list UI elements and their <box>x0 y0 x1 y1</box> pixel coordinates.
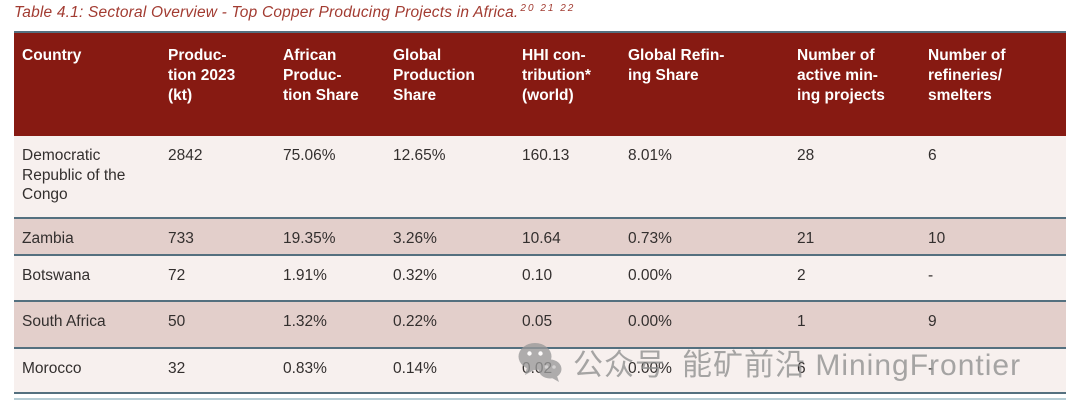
value-cell: 0.00% <box>620 347 789 393</box>
value-cell: 21 <box>789 217 920 255</box>
column-header-5: HHI con- tribution* (world) <box>514 32 620 136</box>
value-cell: 50 <box>160 300 275 348</box>
value-cell: 0.00% <box>620 254 789 301</box>
column-header-8: Number of refineries/ smelters <box>920 32 1066 136</box>
column-header-6: Global Refin- ing Share <box>620 32 789 136</box>
table-row-1: Democratic Republic of the Congo 2842 75.0… <box>14 136 1066 218</box>
value-cell: 9 <box>920 300 1066 348</box>
table-caption-text: Table 4.1: Sectoral Overview - Top Coppe… <box>14 4 519 22</box>
value-cell: 3.26% <box>385 217 514 255</box>
copper-table-container: Country Produc- tion 2023 (kt) African Pro… <box>14 31 1066 394</box>
value-cell: 6 <box>789 347 920 393</box>
value-cell: 733 <box>160 217 275 255</box>
value-cell: 8.01% <box>628 147 672 164</box>
value-cell: 0.22% <box>385 300 514 348</box>
value-cell: 28 <box>797 147 815 164</box>
value-cell: 10 <box>920 217 1066 255</box>
value-cell: 6 <box>928 147 937 164</box>
value-cell: 160.13 <box>522 147 570 164</box>
value-cell: 0.14% <box>385 347 514 393</box>
table-bottom-accent-line <box>14 398 1066 400</box>
value-cell: 0.10 <box>514 254 620 301</box>
footnote-markers: 20 21 22 <box>520 3 576 14</box>
column-header-4: Global Production Share <box>385 32 514 136</box>
country-cell: Zambia <box>14 217 160 255</box>
country-cell: Botswana <box>14 254 160 301</box>
value-cell: 32 <box>160 347 275 393</box>
column-header-7: Number of active min- ing projects <box>789 32 920 136</box>
table-header-row: Country Produc- tion 2023 (kt) African Pro… <box>14 32 1066 136</box>
value-cell: 1.91% <box>275 254 385 301</box>
value-cell: 0.32% <box>385 254 514 301</box>
table-row-5: Morocco 32 0.83% 0.14% 0.02 0.00% 6- <box>14 347 1066 393</box>
table-row-4: South Africa 50 1.32% 0.22% 0.05 0.00% 1 9 <box>14 300 1066 348</box>
country-cell: Democratic Republic of the Congo <box>22 147 126 203</box>
value-cell: 0.05 <box>514 300 620 348</box>
value-cell: 1 <box>789 300 920 348</box>
value-cell: - <box>920 254 1066 301</box>
value-cell: 0.00% <box>620 300 789 348</box>
value-cell: 1.32% <box>275 300 385 348</box>
table-row-3: Botswana 72 1.91% 0.32% 0.10 0.00% 2- <box>14 254 1066 301</box>
value-cell: 72 <box>160 254 275 301</box>
value-cell: 0.02 <box>514 347 620 393</box>
table-row-2: Zambia 733 19.35% 3.26% 10.64 0.73% 21 10 <box>14 217 1066 255</box>
value-cell: 2842 <box>168 147 203 164</box>
value-cell: 10.64 <box>514 217 620 255</box>
column-header-2: Produc- tion 2023 (kt) <box>160 32 275 136</box>
table-caption: Table 4.1: Sectoral Overview - Top Coppe… <box>14 3 575 22</box>
copper-production-table: Country Produc- tion 2023 (kt) African Pro… <box>14 31 1066 394</box>
value-cell: 0.73% <box>620 217 789 255</box>
column-header-3: African Produc- tion Share <box>275 32 385 136</box>
column-header-1: Country <box>14 32 160 136</box>
value-cell: 2 <box>789 254 920 301</box>
country-cell: Morocco <box>14 347 160 393</box>
value-cell: - <box>920 347 1066 393</box>
country-cell: South Africa <box>14 300 160 348</box>
value-cell: 12.65% <box>393 147 446 164</box>
value-cell: 75.06% <box>283 147 336 164</box>
value-cell: 19.35% <box>275 217 385 255</box>
value-cell: 0.83% <box>275 347 385 393</box>
